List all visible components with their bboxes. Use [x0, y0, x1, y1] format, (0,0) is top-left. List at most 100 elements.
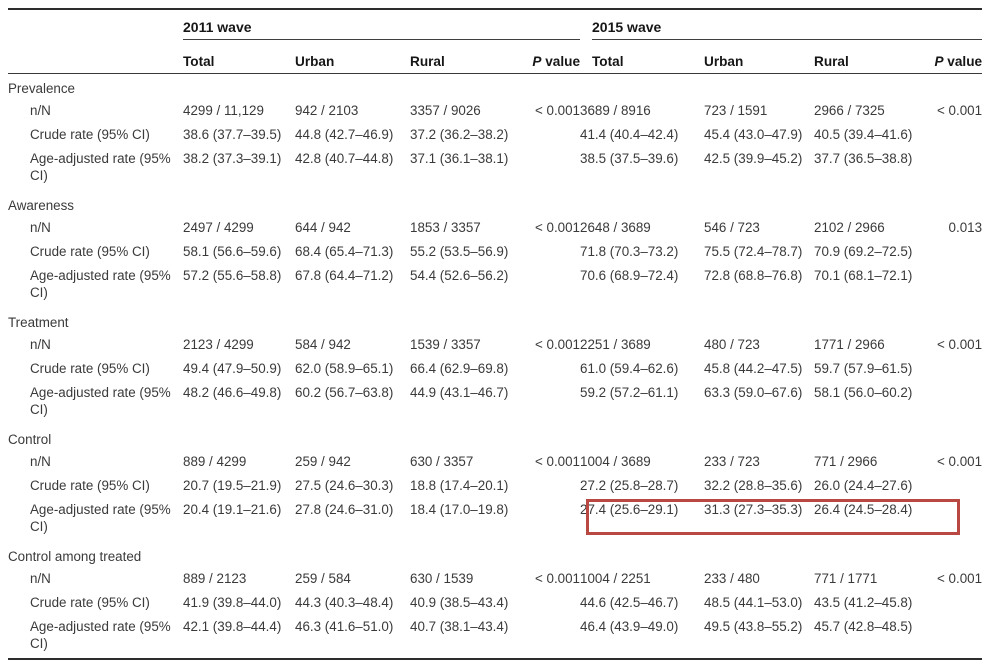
- table-cell: 26.4 (24.5–28.4): [814, 501, 913, 517]
- row-label: Crude rate (95% CI): [30, 360, 150, 376]
- table-cell: 1853 / 3357: [410, 219, 481, 235]
- table-row: Crude rate (95% CI) 58.1 (56.6–59.6) 68.4 …: [8, 240, 982, 264]
- table-cell: [520, 264, 580, 308]
- column-header-row: Total Urban Rural P value Total Urban Ru…: [8, 40, 983, 74]
- table-cell: 49.4 (47.9–50.9): [183, 360, 282, 376]
- table-cell: < 0.001: [937, 453, 983, 469]
- table-cell: [922, 147, 982, 191]
- hypertension-rates-table: 2011 wave 2015 wave Total Urban Rural P …: [8, 8, 990, 660]
- table-cell: 4299 / 11,129: [183, 102, 264, 118]
- table-cell: < 0.001: [937, 570, 983, 586]
- p-italic: P: [532, 53, 542, 69]
- table-cell: 26.0 (24.4–27.6): [814, 477, 913, 493]
- table-cell: 771 / 2966: [814, 453, 878, 469]
- table-cell: 27.5 (24.6–30.3): [295, 477, 394, 493]
- table-cell: 584 / 942: [295, 336, 351, 352]
- table-cell: 20.7 (19.5–21.9): [183, 477, 282, 493]
- col-group-2015: 2015 wave: [580, 9, 983, 40]
- table-cell: 3689 / 8916: [580, 102, 651, 118]
- table-row: n/N 2123 / 4299 584 / 942 1539 / 3357 < 0.00…: [8, 333, 982, 357]
- table-cell: 889 / 4299: [183, 453, 247, 469]
- table-cell: [520, 357, 580, 381]
- table-cell: 49.5 (43.8–55.2): [704, 618, 803, 634]
- table-cell: 54.4 (52.6–56.2): [410, 267, 509, 283]
- wave-header-row: 2011 wave 2015 wave: [8, 9, 983, 40]
- row-label: Crude rate (95% CI): [30, 594, 150, 610]
- table-cell: 43.5 (41.2–45.8): [814, 594, 913, 610]
- col-2015-pvalue: P value: [922, 40, 983, 74]
- table-cell: 62.0 (58.9–65.1): [295, 360, 394, 376]
- table-cell: 46.3 (41.6–51.0): [295, 618, 394, 634]
- table-cell: 2966 / 7325: [814, 102, 885, 118]
- section-label: Prevalence: [8, 80, 75, 96]
- table-cell: 546 / 723: [704, 219, 760, 235]
- table-cell: 38.5 (37.5–39.6): [580, 150, 679, 166]
- table-cell: 259 / 942: [295, 453, 351, 469]
- row-label: Age-adjusted rate (95% CI): [30, 501, 171, 534]
- table-cell: 45.7 (42.8–48.5): [814, 618, 913, 634]
- table-row: Age-adjusted rate (95% CI) 42.1 (39.8–44.…: [8, 615, 982, 659]
- data-table: 2011 wave 2015 wave Total Urban Rural P …: [8, 8, 983, 660]
- col-2011-rural: Rural: [410, 40, 520, 74]
- table-row: Awareness: [8, 191, 982, 216]
- table-cell: 40.5 (39.4–41.6): [814, 126, 913, 142]
- table-cell: 40.9 (38.5–43.4): [410, 594, 509, 610]
- table-cell: 41.9 (39.8–44.0): [183, 594, 282, 610]
- table-cell: 57.2 (55.6–58.8): [183, 267, 282, 283]
- table-row: Age-adjusted rate (95% CI) 57.2 (55.6–58.…: [8, 264, 982, 308]
- table-cell: 233 / 480: [704, 570, 760, 586]
- table-cell: 44.6 (42.5–46.7): [580, 594, 679, 610]
- table-cell: 48.2 (46.6–49.8): [183, 384, 282, 400]
- table-cell: 42.5 (39.9–45.2): [704, 150, 803, 166]
- table-cell: 38.2 (37.3–39.1): [183, 150, 282, 166]
- p-italic: P: [934, 53, 944, 69]
- table-cell: 48.5 (44.1–53.0): [704, 594, 803, 610]
- table-cell: 18.8 (17.4–20.1): [410, 477, 509, 493]
- row-label: n/N: [30, 570, 51, 586]
- table-cell: 40.7 (38.1–43.4): [410, 618, 509, 634]
- table-cell: [520, 123, 580, 147]
- table-cell: 942 / 2103: [295, 102, 359, 118]
- table-cell: 1771 / 2966: [814, 336, 885, 352]
- table-row: Control among treated: [8, 542, 982, 567]
- wave-label-2015: 2015 wave: [592, 19, 662, 35]
- table-cell: 46.4 (43.9–49.0): [580, 618, 679, 634]
- table-cell: < 0.001: [534, 570, 581, 586]
- table-cell: 37.1 (36.1–38.1): [410, 150, 509, 166]
- wave-label-2011: 2011 wave: [183, 19, 252, 35]
- col-2015-urban: Urban: [704, 40, 815, 74]
- table-cell: 59.7 (57.9–61.5): [814, 360, 913, 376]
- table-cell: [922, 615, 982, 659]
- table-cell: [922, 123, 982, 147]
- table-cell: 3357 / 9026: [410, 102, 481, 118]
- table-row: Age-adjusted rate (95% CI) 38.2 (37.3–39.…: [8, 147, 982, 191]
- col-2011-total: Total: [183, 40, 295, 74]
- table-row: Prevalence: [8, 73, 982, 99]
- table-cell: 63.3 (59.0–67.6): [704, 384, 803, 400]
- table-cell: < 0.001: [534, 336, 581, 352]
- table-cell: < 0.001: [534, 453, 581, 469]
- table-cell: 60.2 (56.7–63.8): [295, 384, 394, 400]
- table-cell: 1004 / 2251: [580, 570, 651, 586]
- table-cell: [520, 147, 580, 191]
- table-cell: 889 / 2123: [183, 570, 247, 586]
- section-label: Treatment: [8, 314, 69, 330]
- table-cell: [520, 474, 580, 498]
- table-row: Crude rate (95% CI) 41.9 (39.8–44.0) 44.3 …: [8, 591, 982, 615]
- row-label: Age-adjusted rate (95% CI): [30, 618, 171, 651]
- table-cell: < 0.001: [937, 336, 983, 352]
- table-cell: 38.6 (37.7–39.5): [183, 126, 282, 142]
- table-cell: 2251 / 3689: [580, 336, 651, 352]
- table-cell: < 0.001: [534, 219, 581, 235]
- table-cell: 45.8 (44.2–47.5): [704, 360, 803, 376]
- table-cell: [520, 240, 580, 264]
- table-cell: 45.4 (43.0–47.9): [704, 126, 803, 142]
- row-label-header: [8, 40, 183, 74]
- table-cell: 32.2 (28.8–35.6): [704, 477, 803, 493]
- table-cell: 20.4 (19.1–21.6): [183, 501, 282, 517]
- table-cell: 75.5 (72.4–78.7): [704, 243, 803, 259]
- table-cell: 71.8 (70.3–73.2): [580, 243, 679, 259]
- table-cell: 2123 / 4299: [183, 336, 254, 352]
- table-cell: 1004 / 3689: [580, 453, 651, 469]
- table-cell: 66.4 (62.9–69.8): [410, 360, 509, 376]
